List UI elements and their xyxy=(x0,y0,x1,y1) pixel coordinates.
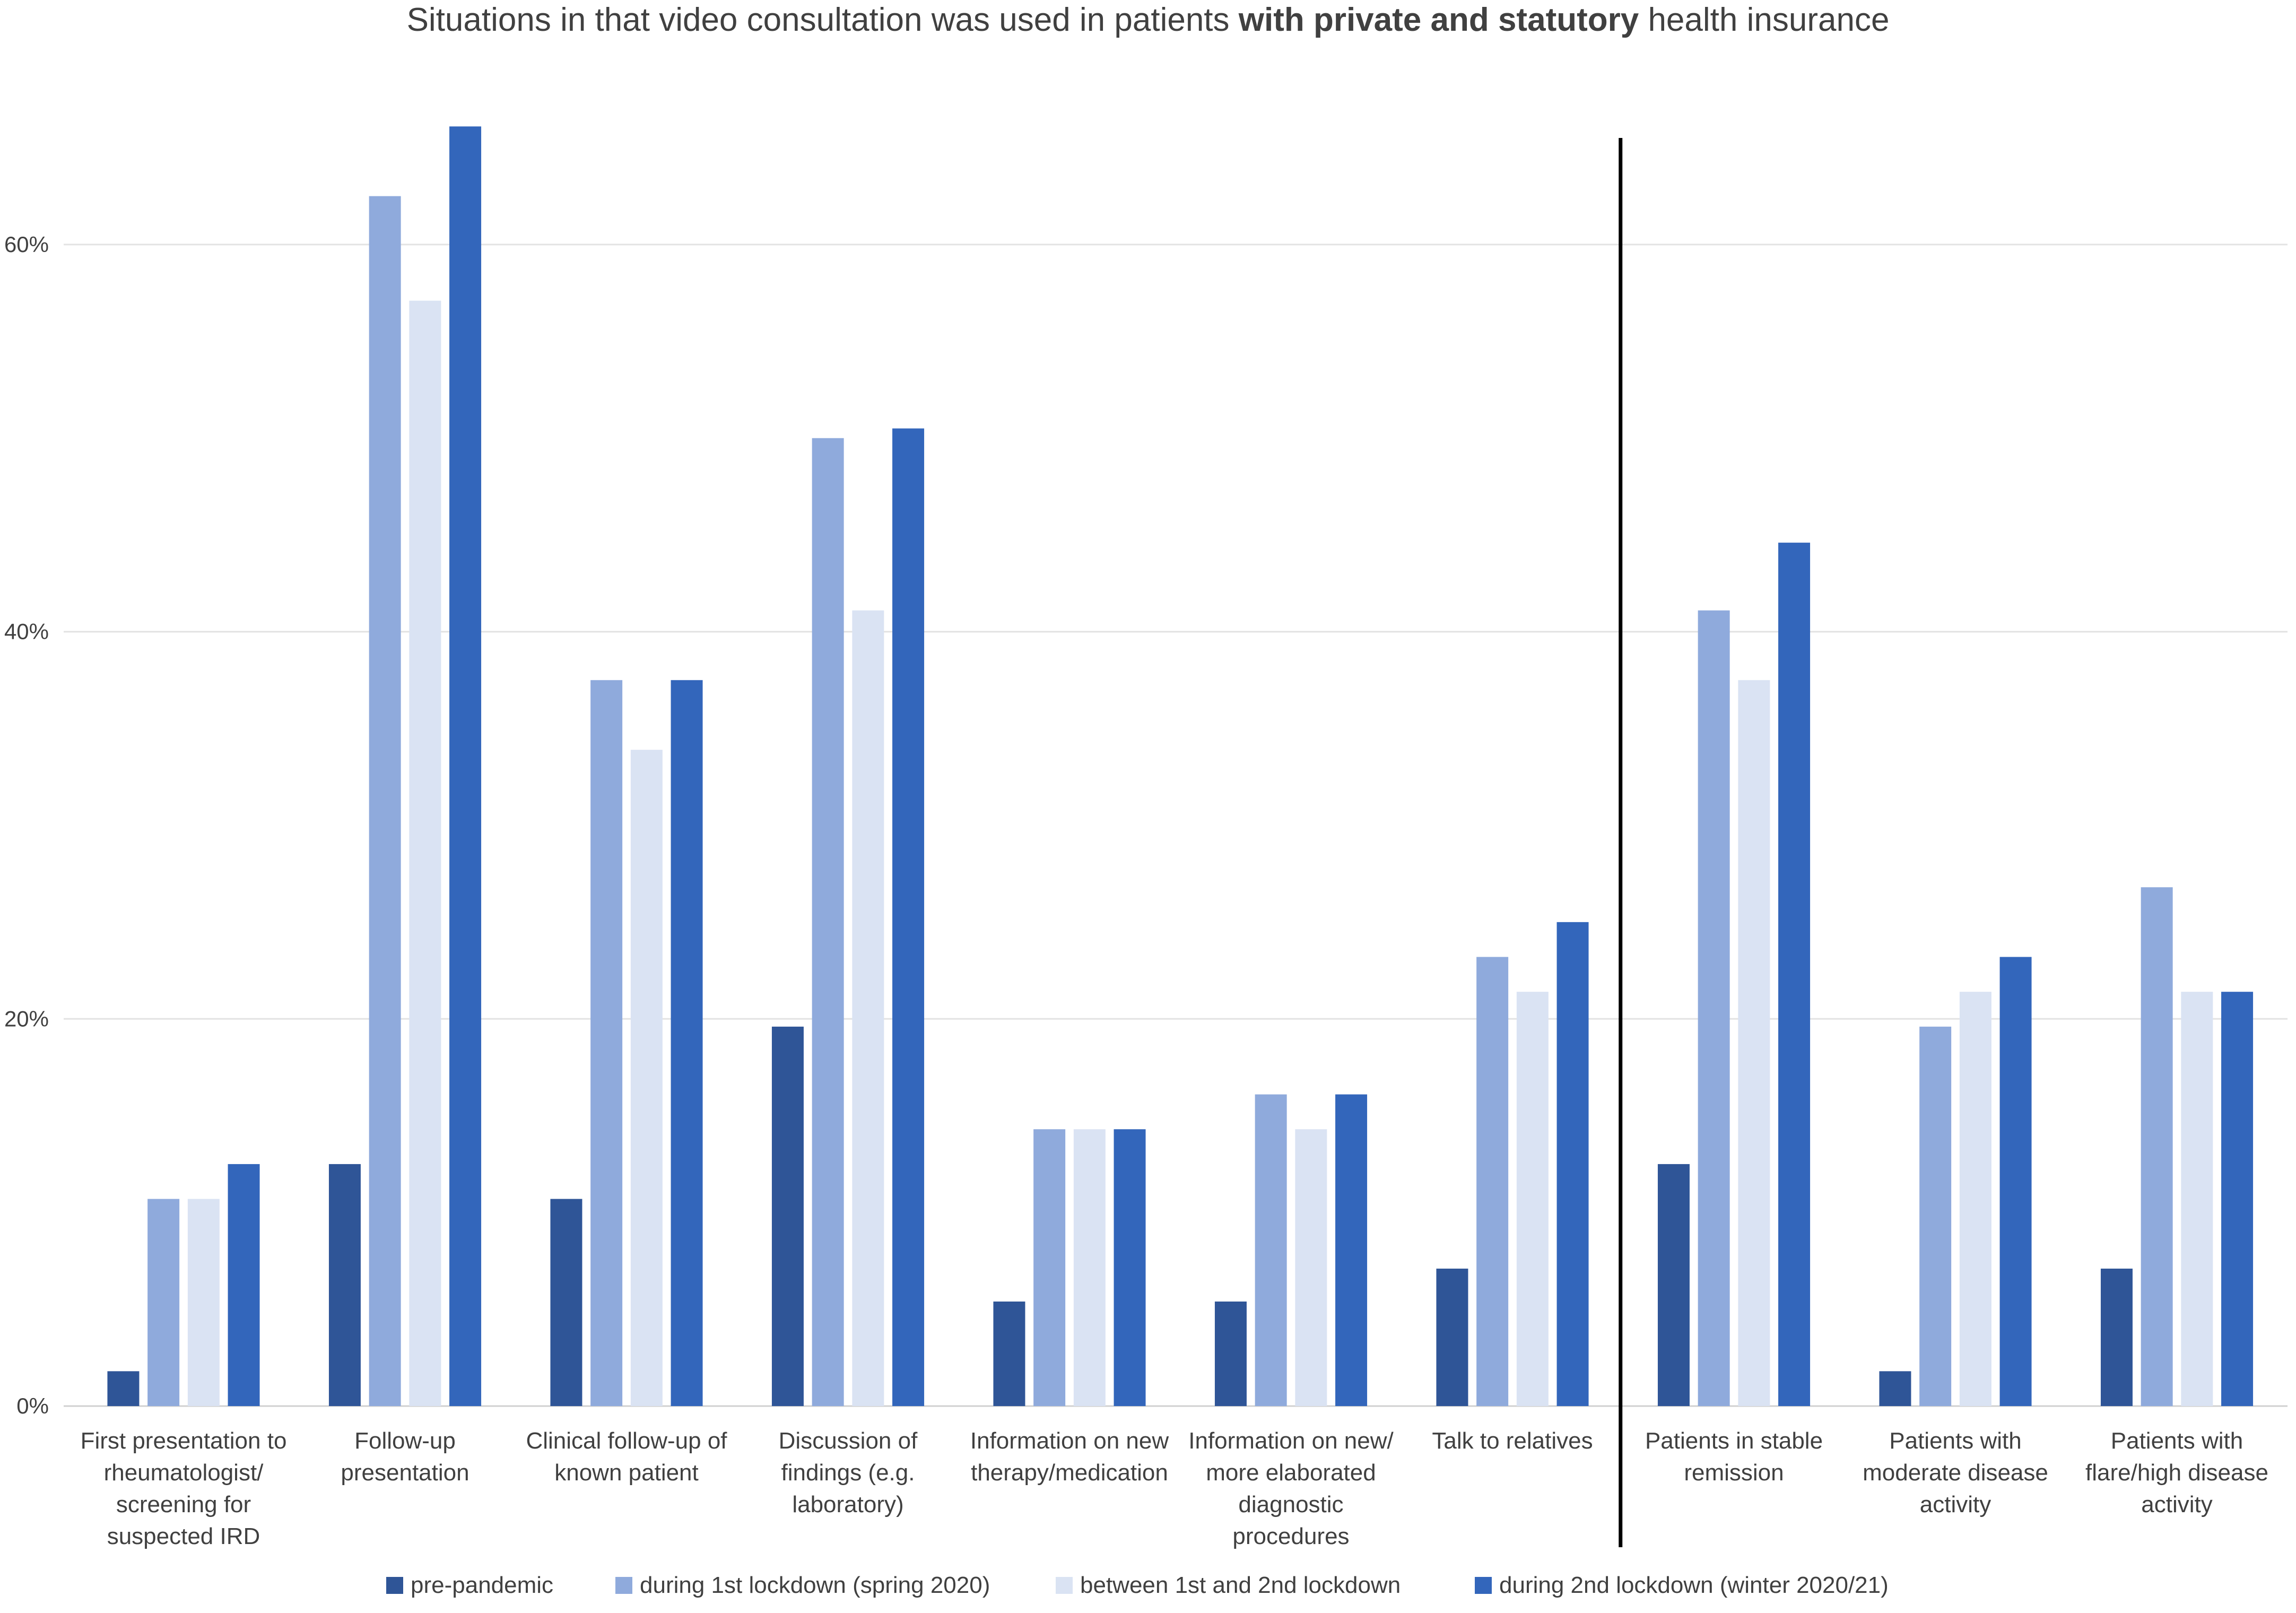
x-category-label-line: remission xyxy=(1684,1460,1784,1486)
bar xyxy=(1959,992,1991,1406)
x-category-label-line: laboratory) xyxy=(792,1491,903,1517)
x-category-label-line: Patients with xyxy=(1889,1428,2021,1454)
x-category-label-line: Follow-up xyxy=(354,1428,456,1454)
x-category-label-line: Information on new/ xyxy=(1188,1428,1394,1454)
x-category-label: Follow-up presentation xyxy=(341,1428,469,1486)
chart-title-part: with private and statutory xyxy=(1238,2,1639,38)
legend-label: between 1st and 2nd lockdown xyxy=(1080,1572,1401,1598)
x-category-label: Discussion of findings (e.g. laboratory) xyxy=(779,1428,918,1517)
chart-title: Situations in that video consultation wa… xyxy=(407,2,1890,38)
x-category-label-line: Clinical follow-up of xyxy=(526,1428,727,1454)
bar xyxy=(630,750,663,1406)
x-category-label: Clinical follow-up of known patient xyxy=(526,1428,727,1486)
x-category-label: Information on new therapy/medication xyxy=(970,1428,1169,1486)
x-category-label-line: Information on new xyxy=(970,1428,1169,1454)
x-category-label-line: moderate disease xyxy=(1863,1460,2048,1486)
x-category-label-line: flare/high disease xyxy=(2085,1460,2268,1486)
bar xyxy=(812,438,844,1406)
bar xyxy=(1436,1268,1468,1406)
x-category-label: Talk to relatives xyxy=(1432,1428,1593,1454)
bar xyxy=(2221,992,2254,1406)
x-category-label-line: suspected IRD xyxy=(107,1523,260,1549)
bar xyxy=(328,1164,361,1406)
legend-label: during 2nd lockdown (winter 2020/21) xyxy=(1499,1572,1889,1598)
bar xyxy=(1335,1094,1368,1406)
bar xyxy=(2141,887,2173,1406)
x-category-label-line: rheumatologist/ xyxy=(104,1460,264,1486)
chart-title-part: health insurance xyxy=(1639,2,1889,38)
bar xyxy=(107,1371,140,1406)
bar xyxy=(369,196,401,1407)
x-category-label-line: presentation xyxy=(341,1460,469,1486)
legend: pre-pandemic during 1st lockdown (spring … xyxy=(386,1572,1889,1598)
legend-label: during 1st lockdown (spring 2020) xyxy=(640,1572,990,1598)
x-category-label-line: screening for xyxy=(116,1491,251,1517)
legend-swatch xyxy=(386,1577,403,1594)
y-tick-label: 20% xyxy=(4,1006,49,1031)
y-tick-label: 0% xyxy=(16,1393,49,1418)
legend-swatch xyxy=(615,1577,632,1594)
bar xyxy=(993,1301,1025,1406)
y-tick-label: 60% xyxy=(4,232,49,257)
bar xyxy=(892,428,925,1406)
x-category-label-line: known patient xyxy=(554,1460,699,1486)
x-category-label: Patients with moderate disease activity xyxy=(1863,1428,2048,1517)
x-category-label: Patients in stable remission xyxy=(1645,1428,1823,1486)
bar xyxy=(228,1164,260,1406)
bar xyxy=(1919,1026,1952,1406)
bars xyxy=(107,126,2254,1407)
chart-title-part: Situations in that video consultation wa… xyxy=(407,2,1239,38)
bar xyxy=(1114,1129,1146,1406)
bar xyxy=(590,680,623,1406)
y-axis-tick-labels: 0% 20% 40% 60% xyxy=(4,232,49,1418)
bar xyxy=(187,1199,220,1406)
x-category-label-line: more elaborated xyxy=(1206,1460,1376,1486)
bar xyxy=(1516,992,1549,1406)
bar xyxy=(671,680,703,1406)
bar xyxy=(1214,1301,1247,1406)
x-category-label-line: activity xyxy=(1920,1491,1991,1517)
x-axis-category-labels: First presentation to rheumatologist/scre… xyxy=(81,1428,2268,1549)
bar xyxy=(1556,922,1589,1406)
bar xyxy=(1738,680,1770,1406)
bar xyxy=(1295,1129,1327,1406)
x-category-label-line: First presentation to xyxy=(81,1428,287,1454)
legend-label: pre-pandemic xyxy=(411,1572,553,1598)
x-category-label-line: Patients with xyxy=(2111,1428,2243,1454)
x-category-label-line: Discussion of xyxy=(779,1428,918,1454)
bar xyxy=(852,610,884,1406)
bar xyxy=(147,1199,180,1406)
bar xyxy=(2100,1268,2133,1406)
bar xyxy=(449,126,482,1407)
x-category-label-line: therapy/medication xyxy=(971,1460,1168,1486)
x-category-label-line: findings (e.g. xyxy=(781,1460,915,1486)
bar xyxy=(409,300,441,1406)
bar xyxy=(1879,1371,1911,1406)
x-category-label-line: procedures xyxy=(1232,1523,1349,1549)
bar xyxy=(1999,957,2032,1406)
x-category-label-line: Talk to relatives xyxy=(1432,1428,1593,1454)
bar xyxy=(771,1026,804,1406)
bar xyxy=(1476,957,1509,1406)
bar xyxy=(1657,1164,1690,1406)
x-category-label-line: activity xyxy=(2141,1491,2212,1517)
y-tick-label: 40% xyxy=(4,619,49,644)
bar xyxy=(1033,1129,1066,1406)
x-category-label: Patients with flare/high disease activity xyxy=(2085,1428,2268,1517)
x-category-label: First presentation to rheumatologist/scre… xyxy=(81,1428,287,1549)
bar xyxy=(1255,1094,1287,1406)
bar xyxy=(1073,1129,1106,1406)
legend-swatch xyxy=(1056,1577,1073,1594)
x-category-label-line: diagnostic xyxy=(1238,1491,1343,1517)
bar xyxy=(2181,992,2213,1406)
x-category-label: Information on new/more elaborated diagno… xyxy=(1188,1428,1394,1549)
legend-swatch xyxy=(1475,1577,1492,1594)
bar xyxy=(1778,542,1811,1407)
bar xyxy=(1698,610,1730,1406)
bar xyxy=(550,1199,582,1406)
x-category-label-line: Patients in stable xyxy=(1645,1428,1823,1454)
